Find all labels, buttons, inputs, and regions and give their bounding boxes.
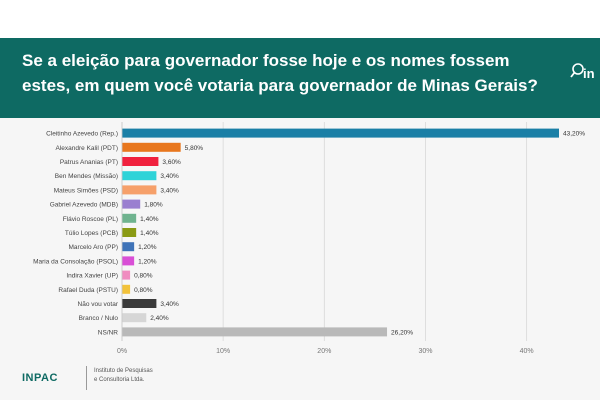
value-label: 1,80% (144, 202, 163, 209)
category-label: Não vou votar (78, 301, 119, 308)
value-label: 0,80% (134, 273, 153, 280)
footer-brand: INPAC (22, 372, 58, 384)
x-tick-label: 0% (117, 348, 127, 355)
value-label: 5,80% (185, 145, 204, 152)
bar (122, 256, 135, 266)
value-label: 1,20% (138, 244, 157, 251)
bar (122, 213, 137, 223)
value-label: 3,60% (162, 159, 181, 166)
bar (122, 242, 135, 252)
category-label: Rafael Duda (PSTU) (58, 287, 118, 294)
value-label: 1,20% (138, 258, 157, 265)
bar-chart: 0% 10% 20% 30% 40% Cleitinho Azevedo (Rep.) 43… (33, 122, 585, 355)
x-tick-label: 40% (520, 348, 534, 355)
bar (122, 299, 157, 308)
footer-divider (86, 366, 87, 390)
value-label: 3,40% (160, 187, 179, 194)
bar (122, 185, 157, 195)
value-label: 3,40% (160, 301, 179, 308)
value-label: 2,40% (150, 315, 169, 322)
bar (122, 313, 147, 323)
category-label: Indira Xavier (UP) (66, 273, 118, 280)
x-tick-label: 20% (317, 348, 331, 355)
bar (122, 128, 559, 138)
footer-subtitle: Instituto de Pesquisas e Consultoria Ltd… (94, 367, 214, 385)
category-label: Túlio Lopes (PCB) (65, 230, 118, 237)
category-label: Marcelo Aro (PP) (69, 244, 119, 251)
category-label: Alexandre Kalil (PDT) (56, 145, 119, 152)
category-label: Mateus Simões (PSD) (54, 187, 118, 194)
value-label: 0,80% (134, 287, 153, 294)
logo-text: in (583, 66, 595, 81)
x-tick-label: 10% (216, 348, 230, 355)
bar (122, 171, 157, 181)
bar (122, 270, 131, 280)
footer-subtitle-line2: e Consultoria Ltda. (94, 377, 145, 383)
chart-title: Se a eleição para governador fosse hoje … (22, 51, 538, 95)
footer (0, 358, 600, 400)
bar (122, 142, 181, 152)
category-label: Flávio Roscoe (PL) (63, 216, 118, 223)
category-label: Ben Mendes (Missão) (55, 173, 118, 180)
value-label: 43,20% (563, 131, 585, 138)
x-tick-label: 30% (418, 348, 432, 355)
category-label: Maria da Consolação (PSOL) (33, 258, 118, 265)
magnifier-icon: in (570, 63, 595, 81)
bar (122, 157, 159, 166)
value-label: 3,40% (160, 173, 179, 180)
category-label: Gabriel Azevedo (MDB) (50, 202, 118, 209)
bar (122, 284, 131, 294)
category-label: Patrus Ananias (PT) (60, 159, 118, 166)
footer-subtitle-line1: Instituto de Pesquisas (94, 368, 153, 374)
top-strip (0, 0, 600, 38)
category-label: Branco / Nulo (79, 315, 119, 322)
bar (122, 228, 137, 237)
header-banner (0, 38, 600, 118)
value-label: 26,20% (391, 329, 413, 336)
bar (122, 327, 388, 337)
value-label: 1,40% (140, 216, 159, 223)
value-label: 1,40% (140, 230, 159, 237)
chart-background (0, 118, 600, 358)
bar (122, 199, 141, 209)
category-label: Cleitinho Azevedo (Rep.) (46, 131, 118, 138)
category-label: NS/NR (98, 329, 119, 336)
